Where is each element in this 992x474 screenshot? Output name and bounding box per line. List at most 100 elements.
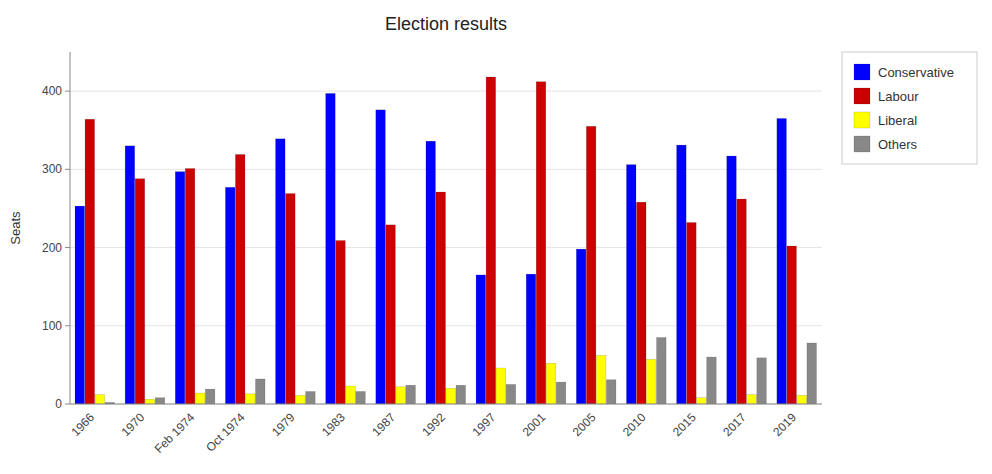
x-tick-label: 2010 (620, 410, 649, 439)
legend: Conservative Labour Liberal Others (842, 52, 977, 164)
bar (777, 118, 787, 404)
legend-box (842, 52, 977, 164)
bar (476, 275, 486, 404)
legend-swatch (854, 64, 870, 80)
bar (486, 77, 496, 404)
bar (175, 172, 185, 404)
bar (75, 206, 85, 404)
bar (707, 357, 717, 404)
grid-line (70, 169, 822, 170)
legend-label: Conservative (878, 65, 954, 80)
x-tick-label: 1987 (369, 410, 398, 439)
x-tick-label: 1992 (419, 410, 448, 439)
bars (75, 77, 816, 404)
bar (446, 388, 456, 404)
bar (626, 165, 636, 404)
bar (647, 359, 657, 404)
y-axis-line (70, 52, 71, 404)
y-tick (65, 247, 70, 248)
bar (245, 394, 255, 404)
legend-label: Liberal (878, 113, 917, 128)
bar (276, 139, 286, 404)
bar (596, 356, 606, 404)
y-axis-label: Seats (8, 211, 23, 245)
y-tick-label: 400 (42, 84, 62, 98)
legend-swatch (854, 112, 870, 128)
bar (526, 274, 536, 404)
bar (376, 110, 386, 404)
bar (125, 146, 135, 404)
bar (346, 386, 356, 404)
bar (326, 93, 336, 404)
bar (546, 363, 556, 404)
bar (255, 379, 265, 404)
x-tick-label: 1966 (68, 410, 97, 439)
bar (586, 126, 596, 404)
bar (536, 82, 546, 404)
bar (576, 249, 586, 404)
bar (225, 187, 235, 404)
y-tick (65, 91, 70, 92)
x-tick-label: 2019 (770, 410, 799, 439)
bar (657, 338, 667, 404)
bar (697, 398, 707, 404)
bar (356, 391, 366, 404)
x-tick-label: 2017 (720, 410, 749, 439)
x-tick-label: Feb 1974 (152, 410, 198, 456)
bar (336, 241, 346, 404)
y-tick (65, 169, 70, 170)
bar (456, 385, 466, 404)
bar (677, 145, 687, 404)
bar (436, 192, 446, 404)
bar (807, 343, 817, 404)
grid (70, 91, 822, 404)
bar (205, 389, 215, 404)
bar (145, 399, 155, 404)
x-tick-label: 2001 (520, 410, 549, 439)
bar (95, 395, 105, 404)
bar (135, 179, 145, 404)
x-tick-label: 2005 (570, 410, 599, 439)
bar (235, 154, 245, 404)
bar (747, 395, 757, 404)
x-tick-label: 2015 (670, 410, 699, 439)
bar (296, 395, 306, 404)
bar (386, 225, 396, 404)
bar (787, 246, 797, 404)
bar (637, 202, 647, 404)
bar (797, 395, 807, 404)
bar (185, 169, 195, 404)
y-tick (65, 325, 70, 326)
legend-label: Labour (878, 89, 919, 104)
y-tick-label: 200 (42, 241, 62, 255)
bar (727, 156, 737, 404)
y-tick (65, 404, 70, 405)
grid-line (70, 404, 822, 405)
bar (155, 398, 165, 404)
bar (496, 368, 506, 404)
bar (396, 387, 406, 404)
bar (85, 119, 95, 404)
bar (286, 194, 296, 404)
legend-swatch (854, 136, 870, 152)
y-tick-label: 300 (42, 162, 62, 176)
title: Election results (385, 14, 507, 34)
y-tick-label: 0 (55, 397, 62, 411)
grid-line (70, 91, 822, 92)
bar (506, 384, 516, 404)
bar (426, 141, 436, 404)
bar (737, 199, 747, 404)
chart: Election resultsSeats0100200300400196619… (0, 0, 992, 474)
bar (606, 380, 616, 404)
x-tick-label: 1970 (119, 410, 148, 439)
bar (195, 393, 205, 404)
bar (757, 358, 767, 404)
bar (687, 223, 697, 404)
x-tick-label: Oct 1974 (203, 410, 248, 455)
x-tick-label: 1979 (269, 410, 298, 439)
bar (406, 385, 416, 404)
legend-label: Others (878, 137, 918, 152)
bar (556, 382, 566, 404)
x-tick-label: 1983 (319, 410, 348, 439)
bar (306, 391, 316, 404)
